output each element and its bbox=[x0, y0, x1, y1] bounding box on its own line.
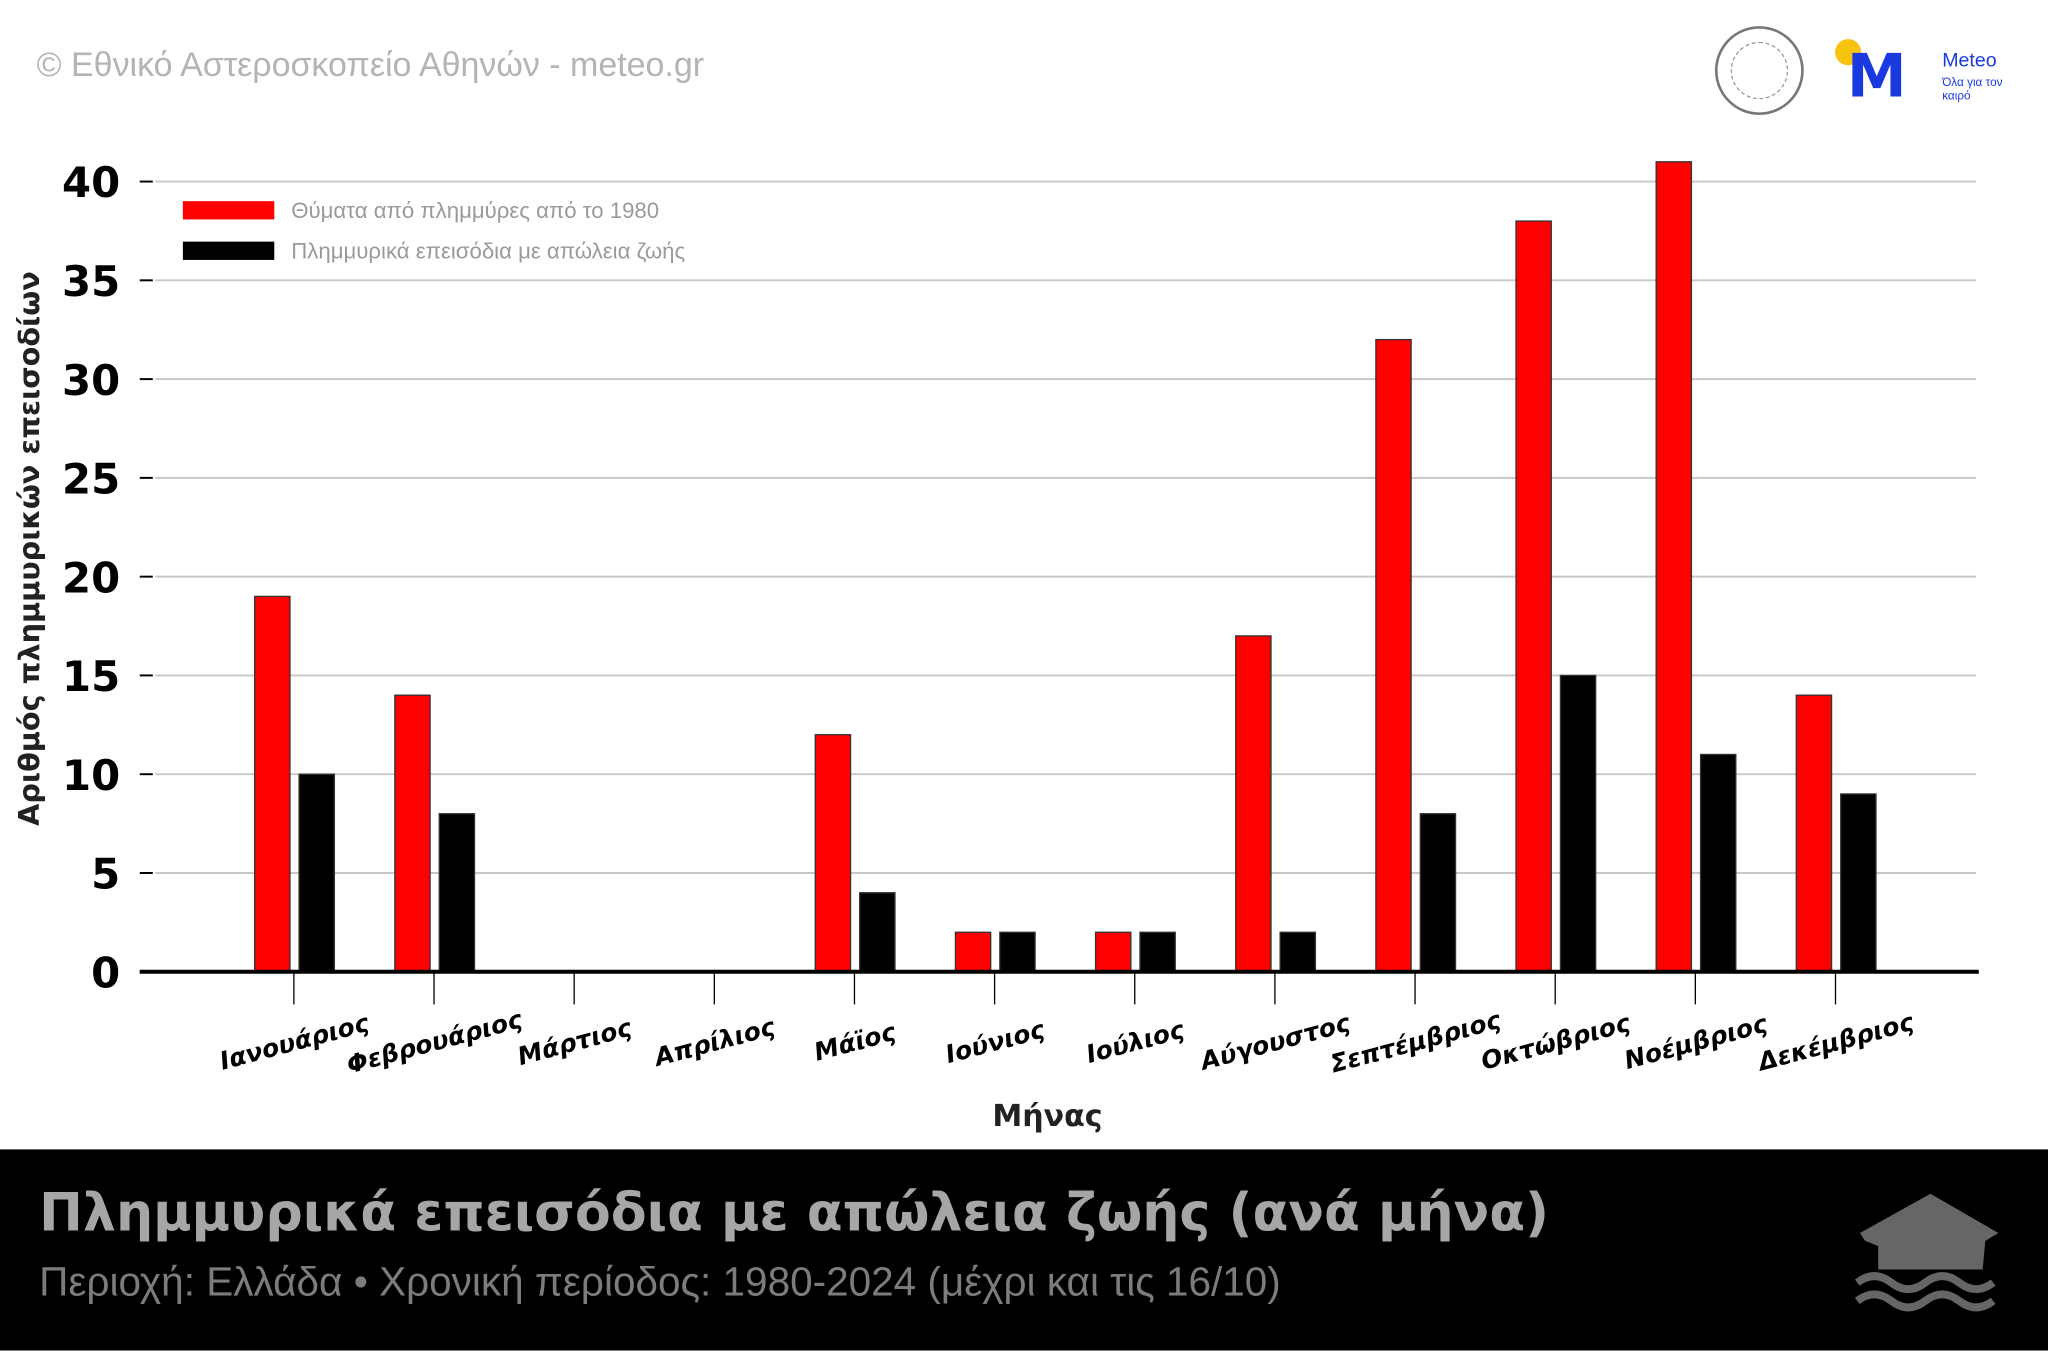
bar-victims bbox=[1655, 161, 1693, 973]
bar-episodes bbox=[1139, 931, 1176, 973]
bar-episodes bbox=[1419, 813, 1457, 973]
y-axis-label: Αριθμός πλημμυρικών επεισοδίων bbox=[12, 271, 46, 826]
x-tick-label: Ιούλιος bbox=[1083, 1015, 1187, 1069]
x-tick-label: Σεπτέμβριος bbox=[1327, 1005, 1504, 1078]
chart-title: Πλημμυρικά επεισόδια με απώλεια ζωής (αν… bbox=[39, 1183, 1550, 1244]
x-tick-label: Αύγουστος bbox=[1196, 1008, 1354, 1076]
bar-victims bbox=[1515, 220, 1552, 973]
bar-episodes bbox=[1840, 793, 1877, 973]
y-tick-label: 40 bbox=[62, 158, 120, 207]
legend-label: Θύματα από πλημμύρες από το 1980 bbox=[291, 198, 659, 223]
legend-swatch bbox=[182, 241, 275, 260]
bar-victims bbox=[814, 734, 852, 973]
bar-episodes bbox=[1699, 753, 1737, 973]
y-tick-label: 5 bbox=[91, 850, 120, 899]
meteo-logo-word: Meteo bbox=[1942, 49, 1997, 72]
bar-episodes bbox=[298, 773, 336, 973]
y-tick-label: 10 bbox=[62, 751, 120, 800]
copyright-text: © Εθνικό Αστεροσκοπείο Αθηνών - meteo.gr bbox=[36, 44, 705, 84]
chart-subtitle: Περιοχή: Ελλάδα • Χρονική περίοδος: 1980… bbox=[39, 1259, 1281, 1305]
bar-victims bbox=[254, 595, 291, 973]
meteo-sun-logo bbox=[1835, 39, 1862, 66]
bar-episodes bbox=[1279, 931, 1317, 973]
bar-episodes bbox=[438, 813, 476, 973]
x-tick-label: Δεκέμβριος bbox=[1753, 1007, 1917, 1077]
bar-victims bbox=[394, 694, 431, 973]
y-tick-label: 35 bbox=[62, 257, 120, 306]
x-tick-label: Φεβρουάριος bbox=[344, 1004, 526, 1079]
x-axis-label: Μήνας bbox=[992, 1099, 1102, 1134]
bar-chart: 0510152025303540ΙανουάριοςΦεβρουάριοςΜάρ… bbox=[12, 158, 1979, 1134]
x-tick-label: Μάρτιος bbox=[514, 1013, 635, 1071]
meteo-m-logo: M bbox=[1846, 40, 1907, 112]
bar-victims bbox=[1094, 931, 1132, 973]
bar-episodes bbox=[999, 931, 1036, 973]
legend-label: Πλημμυρικά επεισόδια με απώλεια ζωής bbox=[291, 239, 685, 264]
flood-house-icon bbox=[1854, 1193, 1999, 1312]
bar-victims bbox=[954, 931, 992, 973]
x-tick-label: Μάϊος bbox=[811, 1017, 899, 1067]
bar-victims bbox=[1795, 694, 1833, 973]
meteo-logo-tagline: Όλα για τον καιρό bbox=[1942, 75, 2003, 102]
legend-swatch bbox=[182, 201, 275, 220]
y-tick-label: 15 bbox=[62, 652, 120, 701]
bar-episodes bbox=[1559, 674, 1597, 973]
bar-victims bbox=[1235, 635, 1272, 973]
x-tick-label: Οκτώβριος bbox=[1478, 1008, 1634, 1076]
y-tick-label: 20 bbox=[62, 553, 120, 602]
bar-episodes bbox=[859, 892, 896, 973]
footer-band: Πλημμυρικά επεισόδια με απώλεια ζωής (αν… bbox=[0, 1149, 2048, 1351]
observatory-seal-logo bbox=[1714, 26, 1804, 115]
y-tick-label: 0 bbox=[91, 948, 120, 997]
x-tick-label: Ιούνιος bbox=[942, 1015, 1048, 1069]
bar-victims bbox=[1375, 338, 1412, 973]
y-tick-label: 30 bbox=[62, 356, 120, 405]
y-tick-label: 25 bbox=[62, 455, 120, 504]
x-tick-label: Απρίλιος bbox=[649, 1012, 778, 1073]
x-tick-label: Νοέμβριος bbox=[1621, 1009, 1771, 1075]
